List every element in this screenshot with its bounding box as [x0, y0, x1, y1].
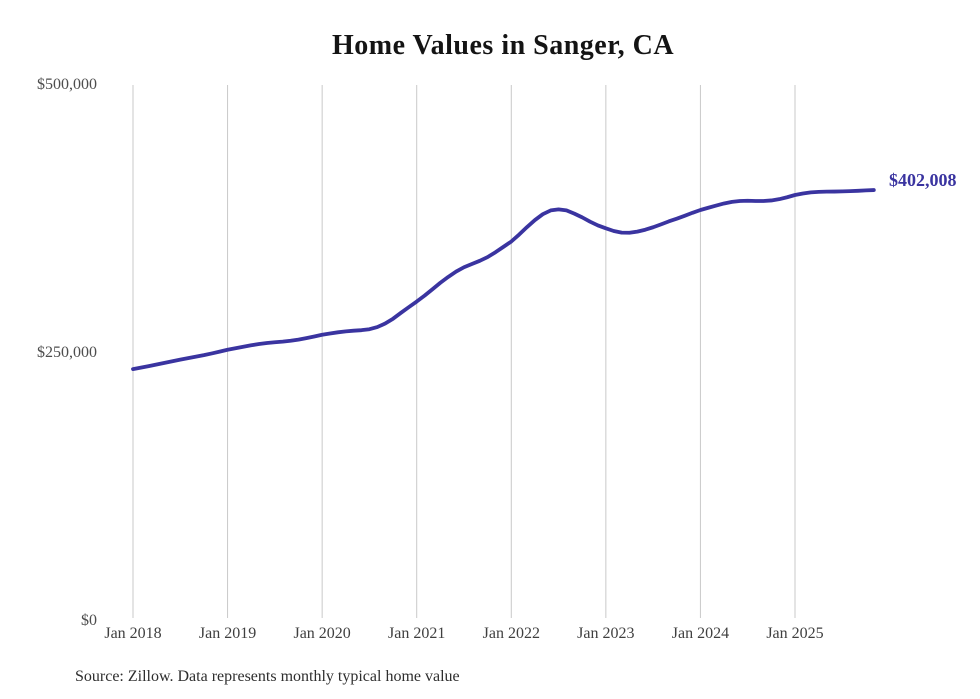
latest-value-annotation: $402,008 — [889, 170, 957, 190]
x-tick-label-2022: Jan 2022 — [482, 625, 540, 642]
x-tick-label-2024: Jan 2024 — [671, 625, 730, 642]
x-tick-label-2019: Jan 2019 — [198, 625, 257, 642]
x-tick-label-2023: Jan 2023 — [577, 625, 635, 642]
chart-title: Home Values in Sanger, CA — [331, 30, 675, 61]
home-value-line — [131, 188, 876, 371]
x-tick-label-2021: Jan 2021 — [388, 625, 446, 642]
y-tick-label-500k: $500,000 — [37, 76, 97, 93]
source-note: Source: Zillow. Data represents monthly … — [75, 668, 460, 685]
y-tick-label-250k: $250,000 — [37, 344, 97, 361]
x-tick-label-2025: Jan 2025 — [766, 625, 824, 642]
y-tick-label-0: $0 — [81, 612, 97, 629]
year-gridlines — [132, 85, 796, 618]
x-tick-label-2018: Jan 2018 — [104, 625, 162, 642]
x-tick-label-2020: Jan 2020 — [293, 625, 351, 642]
